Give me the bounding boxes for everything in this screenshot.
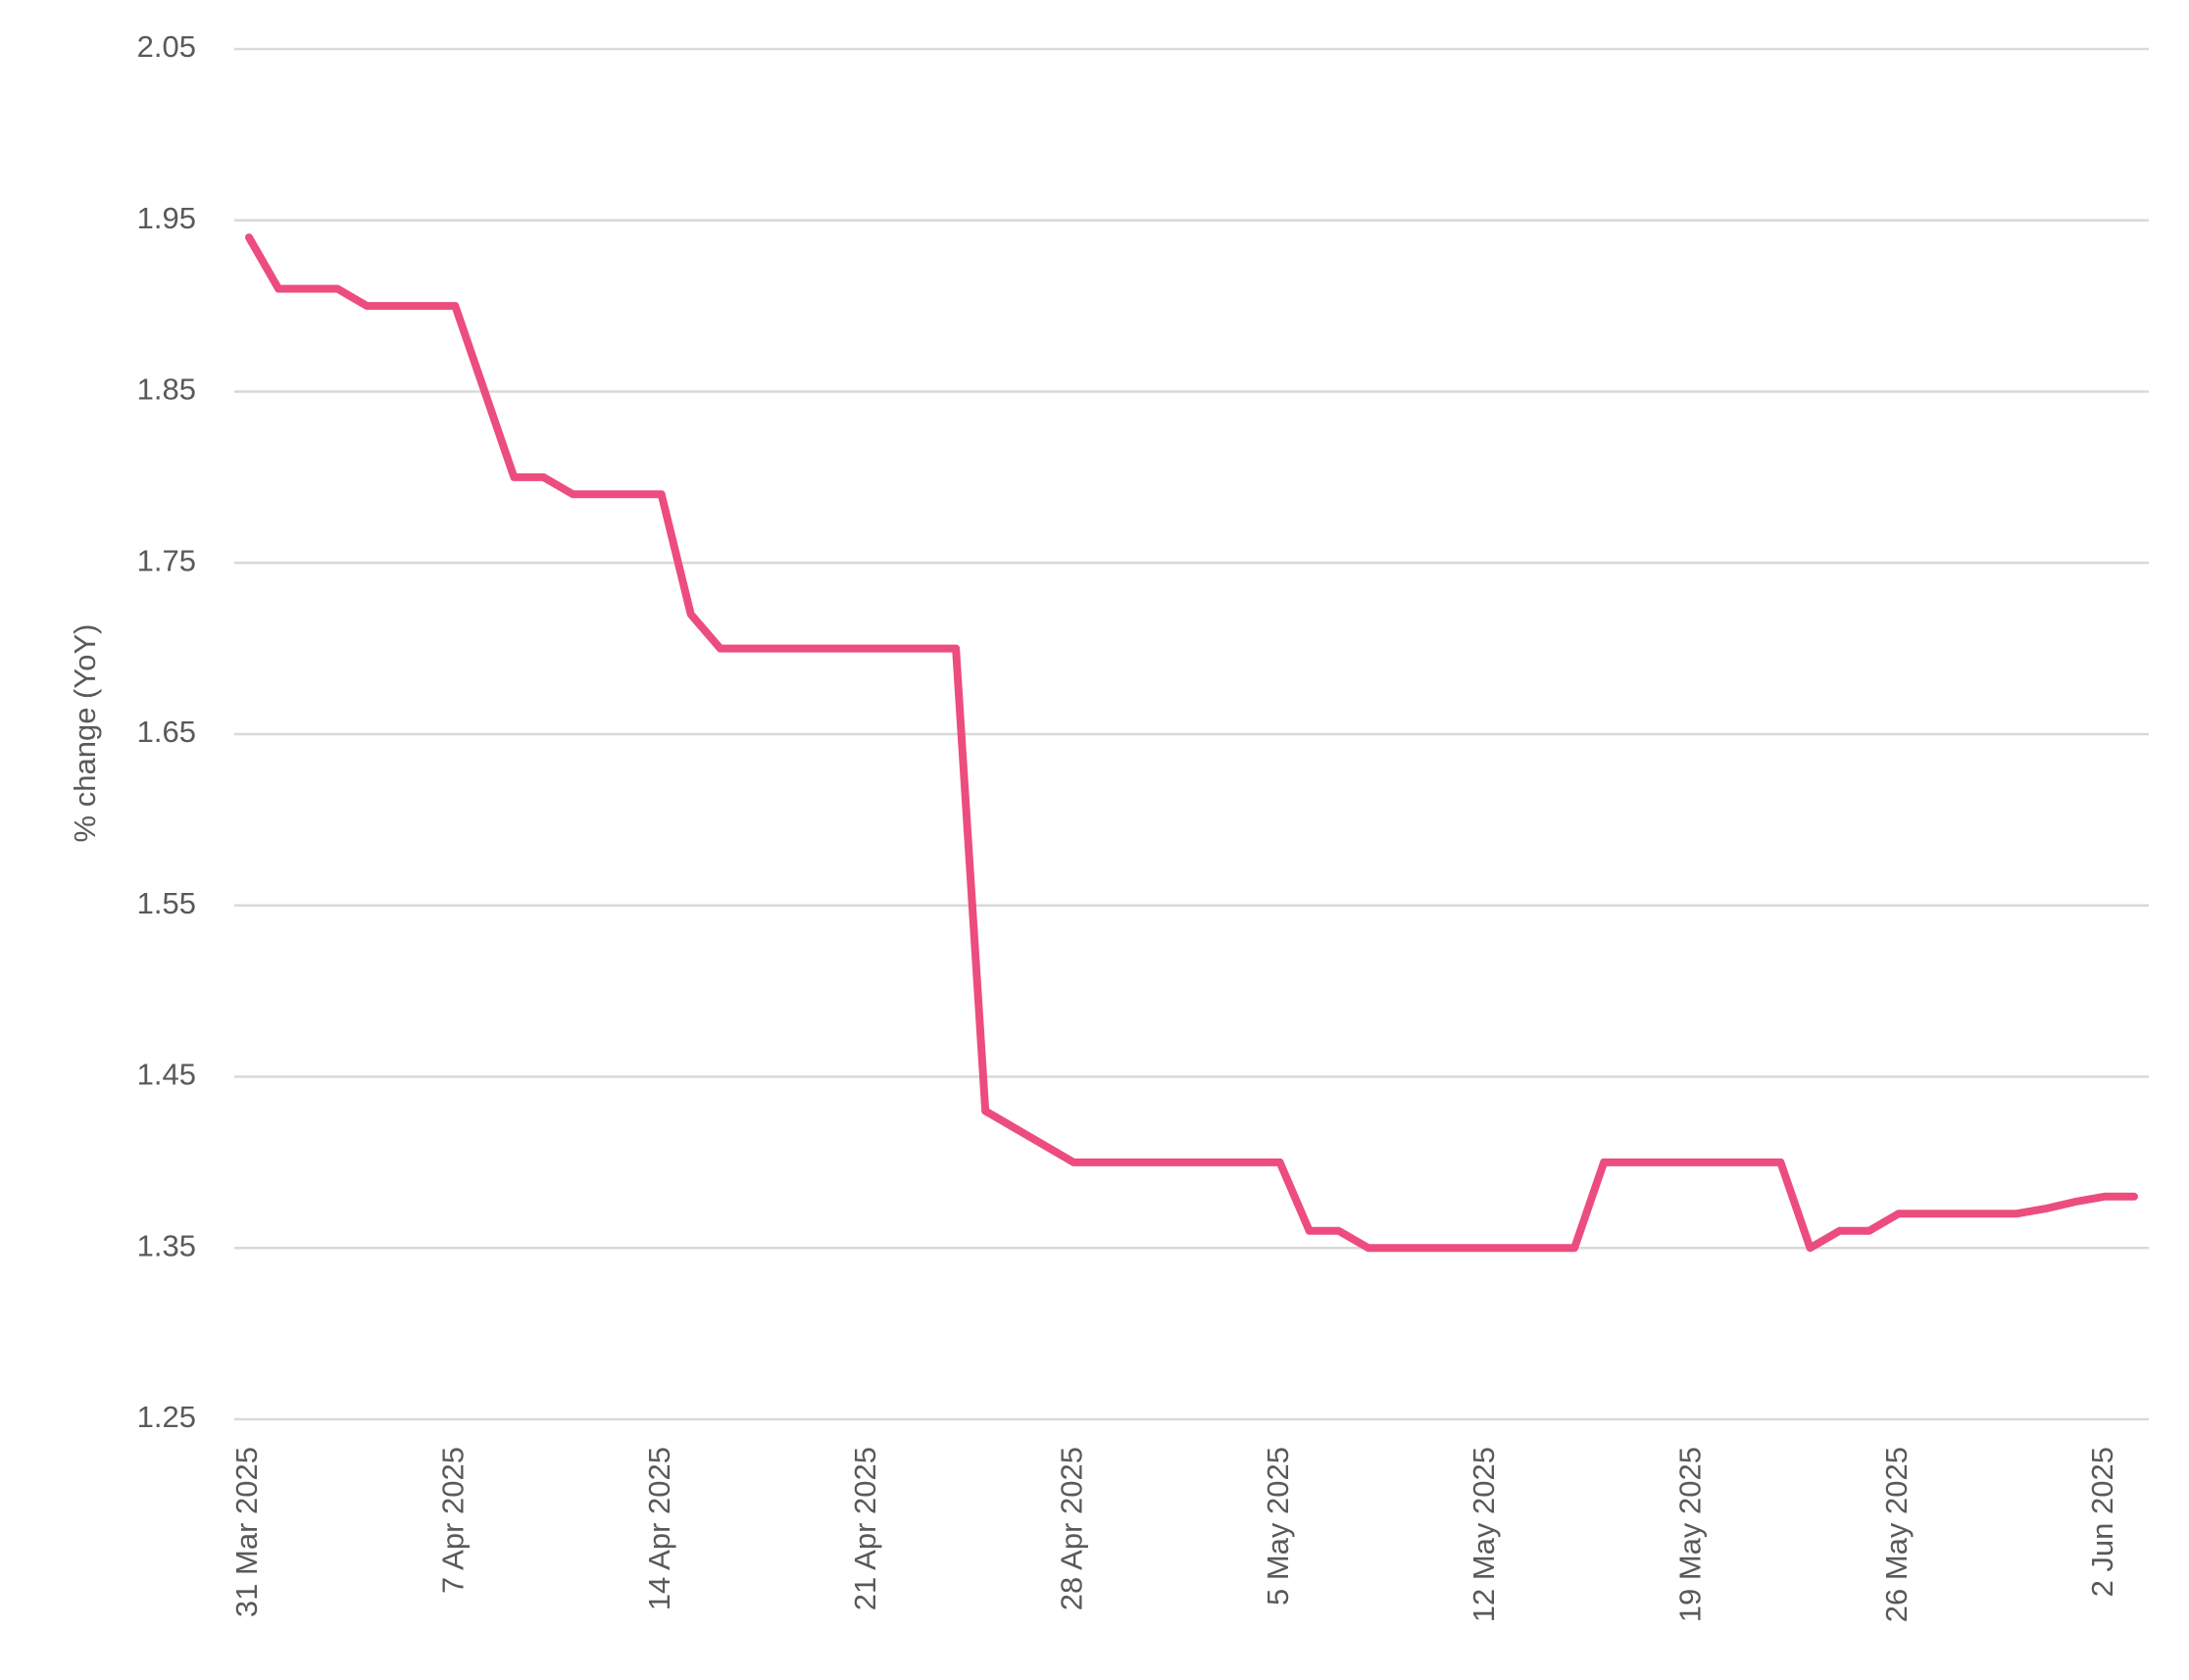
x-tick-label: 12 May 2025 — [1467, 1447, 1501, 1622]
x-tick-label: 28 Apr 2025 — [1055, 1447, 1089, 1610]
y-tick-label: 2.05 — [137, 29, 196, 64]
x-tick-label: 14 Apr 2025 — [642, 1447, 676, 1610]
x-tick-label: 26 May 2025 — [1879, 1447, 1914, 1622]
x-tick-label: 31 Mar 2025 — [229, 1447, 264, 1617]
y-tick-label: 1.95 — [137, 201, 196, 235]
y-tick-label: 1.35 — [137, 1228, 196, 1262]
x-tick-label: 7 Apr 2025 — [436, 1447, 471, 1594]
x-tick-label: 21 Apr 2025 — [848, 1447, 882, 1610]
y-tick-label: 1.55 — [137, 886, 196, 920]
y-tick-label: 1.45 — [137, 1058, 196, 1092]
y-tick-label: 1.75 — [137, 543, 196, 577]
y-tick-label: 1.25 — [137, 1400, 196, 1434]
data-line — [245, 233, 2138, 1253]
y-tick-label: 1.65 — [137, 715, 196, 749]
x-tick-label: 2 Jun 2025 — [2085, 1447, 2119, 1597]
y-axis-label: % change (YoY) — [68, 624, 102, 843]
x-tick-label: 5 May 2025 — [1261, 1447, 1295, 1606]
y-tick-label: 1.85 — [137, 372, 196, 407]
x-tick-label: 19 May 2025 — [1672, 1447, 1707, 1622]
